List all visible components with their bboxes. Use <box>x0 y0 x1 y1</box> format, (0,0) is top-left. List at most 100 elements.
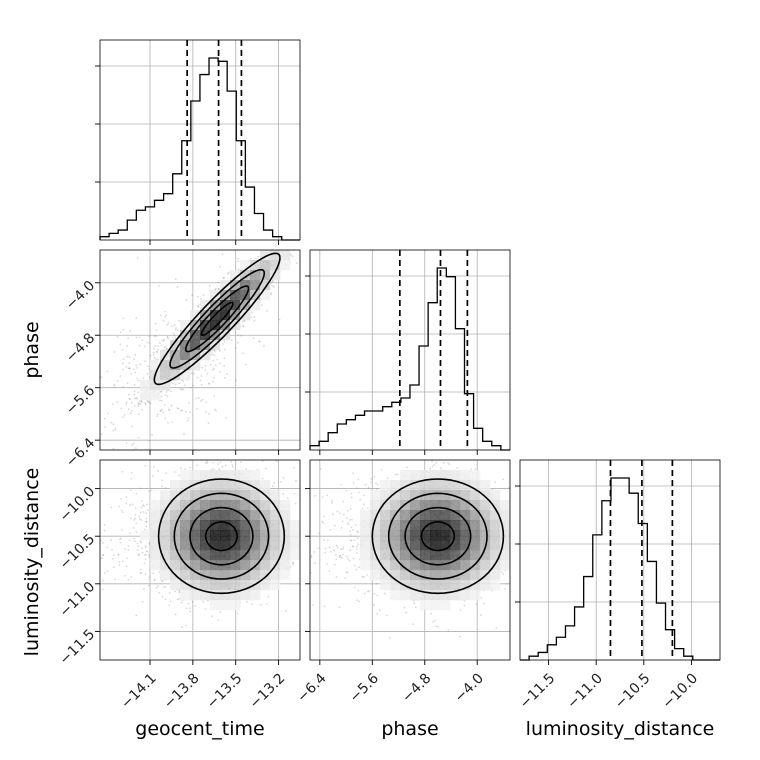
scatter-point <box>96 567 98 569</box>
scatter-point <box>126 382 129 385</box>
density-cell <box>150 360 161 371</box>
scatter-point <box>212 368 214 371</box>
scatter-point <box>139 540 142 543</box>
scatter-point <box>128 356 131 358</box>
scatter-point <box>139 572 142 574</box>
scatter-point <box>173 471 176 473</box>
scatter-point <box>148 542 151 544</box>
scatter-point <box>156 415 159 417</box>
density-cell <box>190 340 201 351</box>
scatter-point <box>201 398 204 401</box>
scatter-point <box>145 545 147 547</box>
scatter-point <box>148 555 151 558</box>
scatter-point <box>164 598 167 601</box>
scatter-point <box>102 580 104 582</box>
scatter-point <box>165 472 168 475</box>
scatter-point <box>111 403 114 405</box>
scatter-point <box>279 246 281 248</box>
scatter-point <box>246 601 248 603</box>
scatter-point <box>339 205 341 207</box>
scatter-point <box>177 408 180 410</box>
scatter-point <box>214 408 216 411</box>
scatter-point <box>133 405 136 407</box>
scatter-point <box>145 520 148 523</box>
scatter-point <box>142 511 145 514</box>
scatter-point <box>181 409 184 412</box>
scatter-point <box>180 601 183 604</box>
density-cell <box>230 270 241 281</box>
scatter-point <box>122 317 125 320</box>
scatter-point <box>100 376 102 379</box>
scatter-point <box>144 573 147 575</box>
scatter-point <box>242 325 245 328</box>
scatter-point <box>112 566 115 568</box>
contour-geocent-phase-0 <box>200 301 234 337</box>
scatter-point <box>160 344 163 347</box>
scatter-point <box>230 339 233 341</box>
scatter-point <box>286 497 289 499</box>
scatter-point <box>261 427 263 429</box>
scatter-point <box>126 345 128 347</box>
scatter-point <box>191 294 194 296</box>
density-cell <box>140 390 151 401</box>
scatter-point <box>132 475 134 477</box>
density-cell <box>210 290 221 301</box>
scatter-point <box>133 461 135 463</box>
scatter-point <box>141 401 144 403</box>
density-cell <box>160 370 171 381</box>
scatter-point <box>297 217 299 219</box>
scatter-point <box>174 613 177 616</box>
scatter-point <box>197 305 200 308</box>
scatter-point <box>258 340 261 343</box>
hist-step-phase <box>309 267 510 451</box>
scatter-point <box>138 515 141 518</box>
scatter-point <box>283 241 285 243</box>
density-cell <box>240 280 251 291</box>
scatter-point <box>285 451 287 453</box>
scatter-point <box>273 482 275 484</box>
scatter-point <box>143 505 146 507</box>
scatter-point <box>161 595 164 598</box>
scatter-point <box>196 407 198 410</box>
scatter-point <box>15 450 17 452</box>
scatter-point <box>189 610 191 613</box>
scatter-point <box>245 468 248 470</box>
density-cell <box>210 330 221 341</box>
scatter-point <box>148 553 151 556</box>
scatter-point <box>318 524 320 526</box>
scatter-point <box>112 554 115 557</box>
scatter-point <box>93 429 95 431</box>
scatter-point <box>216 358 219 361</box>
scatter-point <box>200 297 202 300</box>
scatter-point <box>159 410 162 412</box>
scatter-point <box>271 241 273 243</box>
scatter-point <box>132 442 135 445</box>
scatter-point <box>280 481 282 483</box>
scatter-point <box>121 560 124 563</box>
scatter-point <box>271 248 273 250</box>
scatter-point <box>290 254 292 256</box>
scatter-point <box>134 397 137 400</box>
scatter-point <box>128 539 131 541</box>
scatter-point <box>155 358 158 360</box>
scatter-point <box>114 578 116 581</box>
scatter-point <box>290 243 292 245</box>
scatter-point <box>146 399 149 402</box>
scatter-point <box>166 347 168 350</box>
scatter-point <box>64 386 66 388</box>
scatter-point <box>119 331 122 334</box>
scatter-point <box>139 363 142 366</box>
scatter-point <box>141 339 144 342</box>
scatter-point <box>193 372 195 375</box>
density-cell <box>200 310 211 321</box>
density-cell <box>190 350 201 361</box>
scatter-point <box>164 394 167 396</box>
scatter-point <box>142 504 144 507</box>
scatter-point <box>116 380 119 382</box>
scatter-point <box>162 319 165 322</box>
scatter-point <box>172 332 175 335</box>
scatter-point <box>176 453 178 455</box>
scatter-point <box>178 319 181 322</box>
scatter-point <box>272 280 275 282</box>
scatter-point <box>144 402 147 404</box>
